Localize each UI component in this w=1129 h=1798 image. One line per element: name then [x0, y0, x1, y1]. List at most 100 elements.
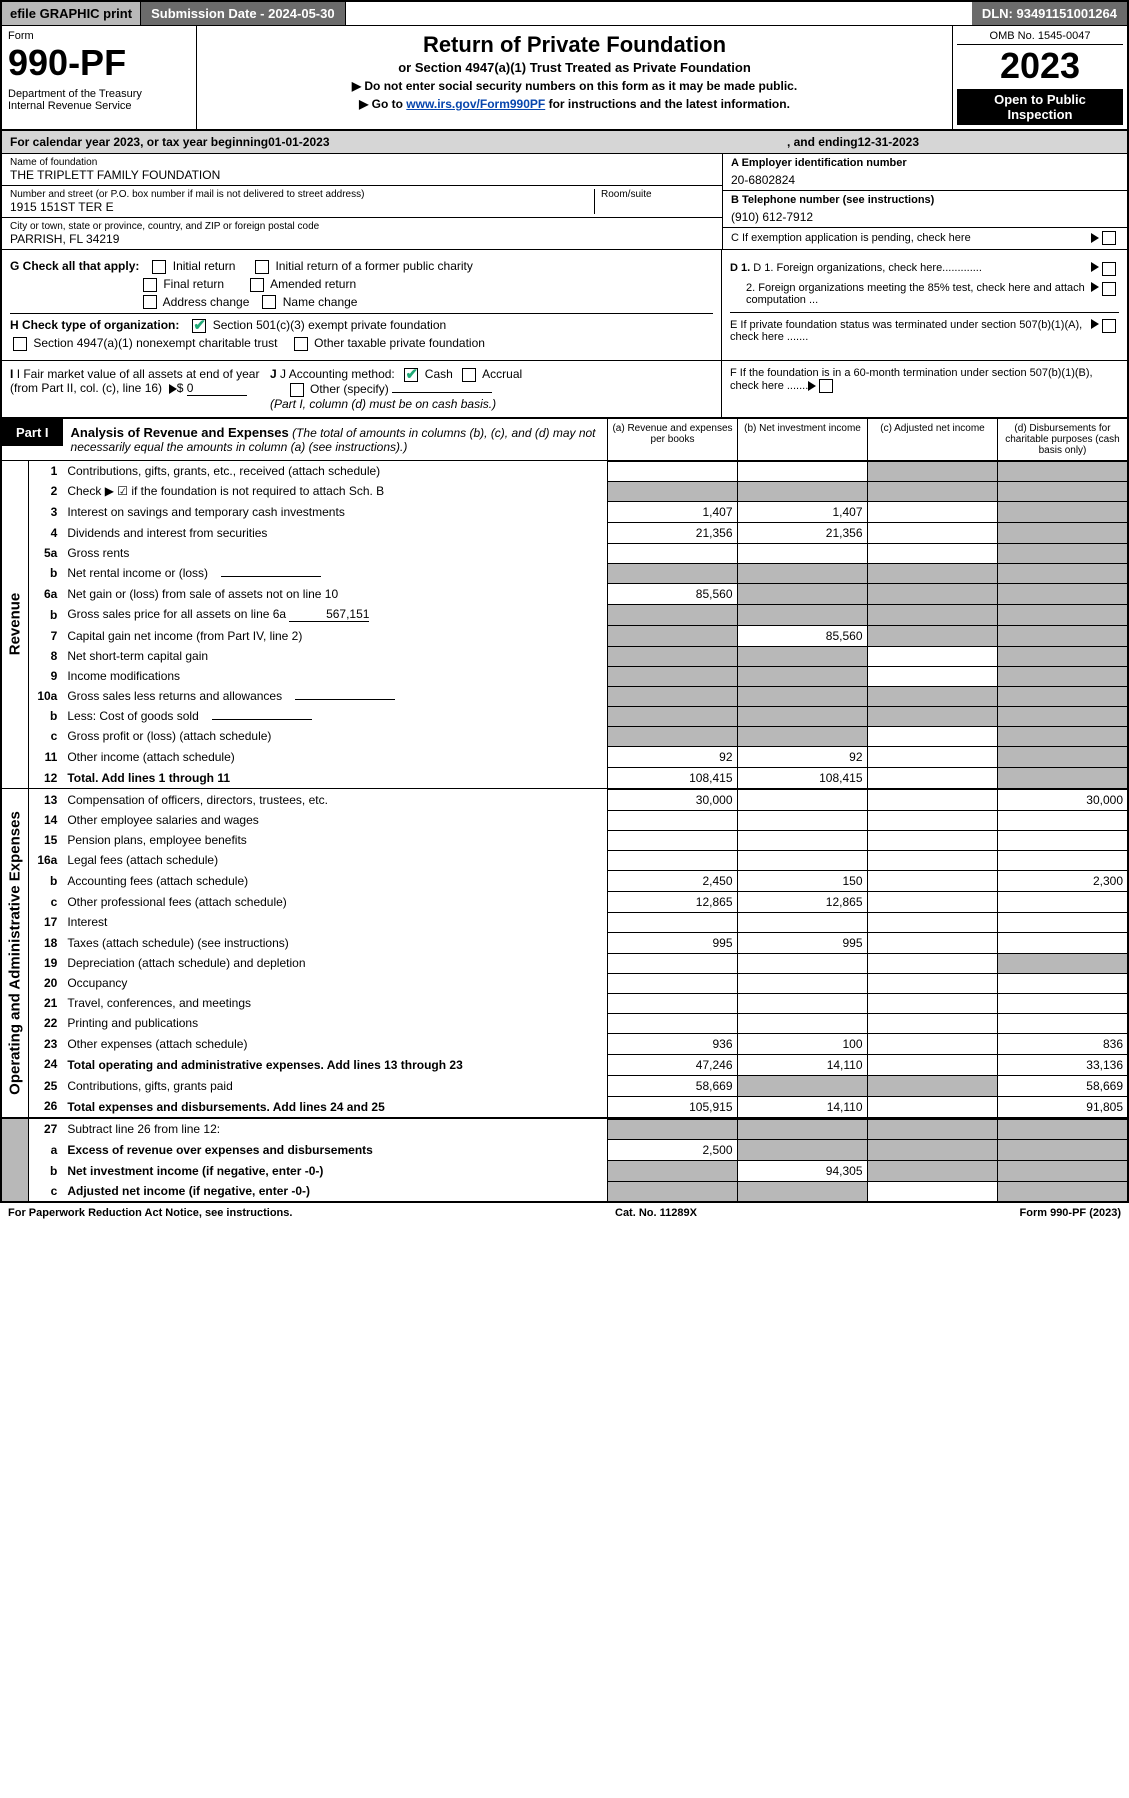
amount-cell	[867, 1013, 997, 1033]
amount-cell	[737, 646, 867, 666]
j-chk-other[interactable]	[290, 383, 304, 397]
section-ij: I I Fair market value of all assets at e…	[2, 361, 1127, 419]
amount-cell	[737, 686, 867, 706]
amount-cell	[607, 1160, 737, 1181]
h-chk-501c3[interactable]	[192, 319, 206, 333]
table-row: 24Total operating and administrative exp…	[29, 1054, 1127, 1075]
amount-cell	[607, 543, 737, 563]
e-text: E If private foundation status was termi…	[730, 319, 1091, 343]
table-row: cOther professional fees (attach schedul…	[29, 891, 1127, 912]
amount-cell	[997, 543, 1127, 563]
amount-cell	[867, 1054, 997, 1075]
d1-text: D 1. Foreign organizations, check here..…	[753, 262, 982, 274]
amount-cell	[867, 830, 997, 850]
amount-cell	[867, 522, 997, 543]
amount-cell	[997, 891, 1127, 912]
g-chk-amended[interactable]	[250, 278, 264, 292]
form-title: Return of Private Foundation	[207, 32, 942, 58]
row-number: 11	[29, 746, 63, 767]
h-chk-4947[interactable]	[13, 337, 27, 351]
d2-checkbox[interactable]	[1102, 282, 1116, 296]
amount-cell: 33,136	[997, 1054, 1127, 1075]
top-bar: efile GRAPHIC print Submission Date - 20…	[2, 2, 1127, 26]
e-checkbox[interactable]	[1102, 319, 1116, 333]
row-number: 17	[29, 912, 63, 932]
table-row: 10aGross sales less returns and allowanc…	[29, 686, 1127, 706]
part1-badge: Part I	[2, 419, 63, 446]
j-chk-cash[interactable]	[404, 368, 418, 382]
g-chk-final[interactable]	[143, 278, 157, 292]
omb-number: OMB No. 1545-0047	[957, 30, 1123, 45]
amount-cell	[867, 726, 997, 746]
dept-label: Department of the Treasury Internal Reve…	[8, 88, 190, 112]
table-row: cAdjusted net income (if negative, enter…	[29, 1181, 1127, 1201]
arrow-icon	[1091, 282, 1099, 292]
row-desc: Taxes (attach schedule) (see instruction…	[63, 932, 607, 953]
amount-cell	[607, 604, 737, 625]
ein-label: A Employer identification number	[731, 157, 1119, 169]
amount-cell	[997, 522, 1127, 543]
amount-cell: 14,110	[737, 1054, 867, 1075]
amount-cell	[737, 563, 867, 583]
g-chk-initial[interactable]	[152, 260, 166, 274]
table-row: bNet investment income (if negative, ent…	[29, 1160, 1127, 1181]
amount-cell	[867, 953, 997, 973]
j-chk-accrual[interactable]	[462, 368, 476, 382]
amount-cell	[867, 891, 997, 912]
row-number: 10a	[29, 686, 63, 706]
row-number: 1	[29, 461, 63, 481]
table-row: 23Other expenses (attach schedule)936100…	[29, 1033, 1127, 1054]
col-d-header: (d) Disbursements for charitable purpose…	[997, 419, 1127, 460]
cal-begin: 01-01-2023	[268, 135, 329, 149]
address: 1915 151ST TER E	[10, 200, 594, 214]
c-checkbox[interactable]	[1102, 231, 1116, 245]
amount-cell: 12,865	[737, 891, 867, 912]
phone-label: B Telephone number (see instructions)	[731, 194, 1119, 206]
row-number: 22	[29, 1013, 63, 1033]
amount-cell	[997, 461, 1127, 481]
form-number: 990-PF	[8, 42, 190, 84]
col-b-header: (b) Net investment income	[737, 419, 867, 460]
amount-cell	[607, 953, 737, 973]
form-subtitle: or Section 4947(a)(1) Trust Treated as P…	[207, 60, 942, 75]
cal-pre: For calendar year 2023, or tax year begi…	[10, 135, 268, 149]
table-row: bLess: Cost of goods sold	[29, 706, 1127, 726]
amount-cell	[607, 1181, 737, 1201]
amount-cell	[737, 1139, 867, 1160]
row-desc: Capital gain net income (from Part IV, l…	[63, 625, 607, 646]
form-link[interactable]: www.irs.gov/Form990PF	[406, 97, 545, 111]
g-opt-2: Address change	[163, 295, 250, 309]
row-number: 18	[29, 932, 63, 953]
row-number: 9	[29, 666, 63, 686]
h-opt-3: Other taxable private foundation	[314, 336, 485, 350]
g-chk-address[interactable]	[143, 295, 157, 309]
amount-cell	[867, 1096, 997, 1117]
row-number: 26	[29, 1096, 63, 1117]
section-g-h: G Check all that apply: Initial return I…	[2, 250, 1127, 361]
row-desc: Total. Add lines 1 through 11	[63, 767, 607, 788]
amount-cell	[997, 583, 1127, 604]
form-header: Form 990-PF Department of the Treasury I…	[2, 26, 1127, 131]
h-chk-other[interactable]	[294, 337, 308, 351]
name-label: Name of foundation	[10, 157, 714, 168]
row-number: 6a	[29, 583, 63, 604]
amount-cell	[607, 810, 737, 830]
amount-cell: 108,415	[737, 767, 867, 788]
g-chk-former[interactable]	[255, 260, 269, 274]
arrow-icon	[808, 381, 816, 391]
f-checkbox[interactable]	[819, 379, 833, 393]
row-desc: Pension plans, employee benefits	[63, 830, 607, 850]
g-chk-name[interactable]	[262, 295, 276, 309]
amount-cell	[997, 706, 1127, 726]
efile-label: efile GRAPHIC print	[2, 2, 141, 25]
table-row: 15Pension plans, employee benefits	[29, 830, 1127, 850]
h-opt-2: Section 4947(a)(1) nonexempt charitable …	[33, 336, 277, 350]
row-desc: Excess of revenue over expenses and disb…	[63, 1139, 607, 1160]
amount-cell	[997, 646, 1127, 666]
table-row: 12Total. Add lines 1 through 11108,41510…	[29, 767, 1127, 788]
amount-cell	[607, 563, 737, 583]
row-number: 16a	[29, 850, 63, 870]
row-number: 21	[29, 993, 63, 1013]
amount-cell	[737, 850, 867, 870]
d1-checkbox[interactable]	[1102, 262, 1116, 276]
